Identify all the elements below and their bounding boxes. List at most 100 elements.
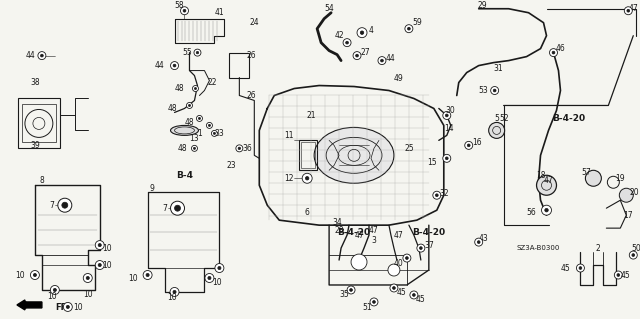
Circle shape [194,49,201,56]
Circle shape [213,132,216,134]
Circle shape [489,122,504,138]
Circle shape [98,243,101,247]
Bar [299,140,317,170]
Text: 31: 31 [494,64,504,73]
Circle shape [467,144,470,147]
Circle shape [445,157,448,160]
Text: 17: 17 [623,211,633,220]
Text: 50: 50 [632,244,640,253]
Text: 7: 7 [49,201,54,210]
Text: 52: 52 [500,114,509,123]
Text: 42: 42 [334,31,344,40]
Circle shape [343,39,351,47]
Circle shape [53,288,56,292]
Circle shape [218,266,221,270]
Circle shape [211,130,218,137]
Circle shape [236,145,243,152]
Circle shape [170,201,184,215]
Text: FR.: FR. [55,303,70,312]
Bar [18,99,60,148]
Circle shape [349,289,353,291]
Text: 10: 10 [15,271,25,279]
Circle shape [475,238,483,246]
Circle shape [205,273,214,283]
Bar [229,53,250,78]
Text: 33: 33 [214,129,224,138]
Text: 47: 47 [543,176,554,185]
Text: 49: 49 [394,74,404,83]
Circle shape [629,251,637,259]
Text: 47: 47 [628,4,638,13]
Circle shape [360,31,364,34]
Circle shape [586,170,602,186]
Text: 44: 44 [25,51,35,60]
Circle shape [351,254,367,270]
Circle shape [347,286,355,294]
Text: 26: 26 [246,51,256,60]
Text: 45: 45 [561,263,570,272]
Circle shape [170,62,179,70]
Text: 23: 23 [227,161,236,170]
Circle shape [198,117,200,120]
Text: 20: 20 [630,188,639,197]
Circle shape [433,191,441,199]
Circle shape [83,273,92,283]
Circle shape [381,59,383,62]
Text: 15: 15 [427,158,437,167]
Text: 41: 41 [214,8,224,17]
Circle shape [195,87,196,90]
Text: 43: 43 [479,234,488,243]
Circle shape [183,9,186,12]
Text: SZ3A-B0300: SZ3A-B0300 [517,245,560,251]
Circle shape [67,305,69,308]
Circle shape [193,85,198,92]
Circle shape [207,122,212,129]
Text: 45: 45 [620,271,630,279]
Circle shape [443,154,451,162]
Text: 35: 35 [339,291,349,300]
Text: 5: 5 [494,114,499,123]
Text: 10: 10 [47,293,57,301]
Text: 10: 10 [212,278,222,287]
Text: 54: 54 [324,4,334,13]
Text: B-4-20: B-4-20 [412,228,445,237]
Text: 47: 47 [394,231,404,240]
Text: 48: 48 [185,118,195,127]
Circle shape [357,28,367,38]
Circle shape [186,102,193,108]
Text: 2: 2 [596,244,601,253]
Text: 48: 48 [175,84,184,93]
Text: B-4-20: B-4-20 [337,228,371,237]
Circle shape [208,277,211,279]
Circle shape [417,244,425,252]
Text: 37: 37 [424,241,434,249]
Text: 47: 47 [354,231,364,240]
Text: 10: 10 [83,291,93,300]
Circle shape [443,111,451,119]
Circle shape [170,287,179,296]
Circle shape [491,86,499,94]
Text: 34: 34 [332,218,342,227]
Text: 27: 27 [360,48,370,57]
Text: 10: 10 [128,273,138,283]
Circle shape [405,25,413,33]
Circle shape [406,257,408,259]
Circle shape [579,267,582,270]
Text: 44: 44 [155,61,164,70]
Text: 48: 48 [178,144,188,153]
Circle shape [624,7,632,15]
Text: 39: 39 [30,141,40,150]
Text: 4: 4 [369,26,373,35]
Circle shape [620,188,633,202]
Circle shape [305,176,309,180]
Text: 51: 51 [362,303,372,312]
Circle shape [577,264,584,272]
Circle shape [58,198,72,212]
Text: 10: 10 [102,261,111,270]
Text: 29: 29 [478,1,488,10]
Circle shape [545,208,548,212]
Circle shape [378,56,386,64]
Circle shape [302,173,312,183]
Circle shape [191,145,198,151]
Circle shape [536,175,557,195]
